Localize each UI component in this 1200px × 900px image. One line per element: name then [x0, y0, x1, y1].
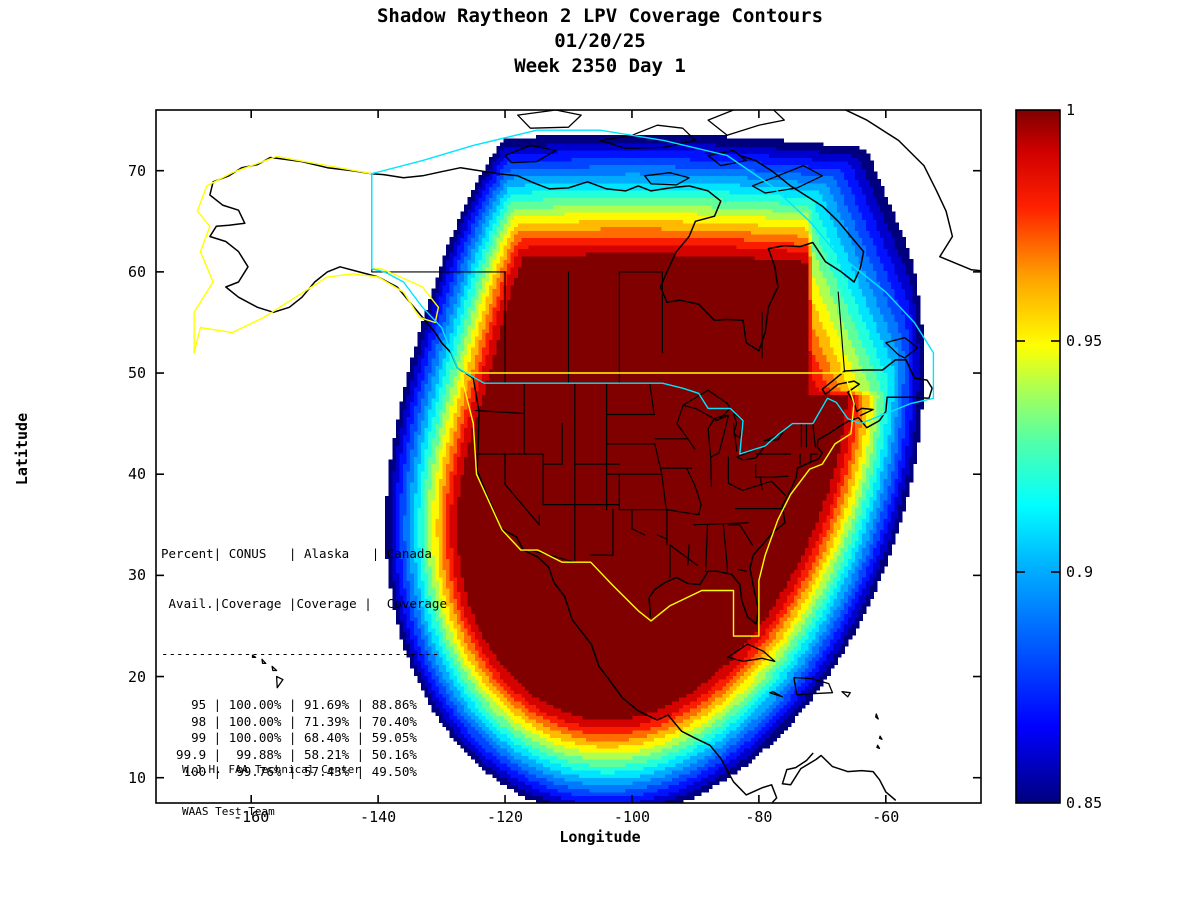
credit-line-1: W.J.H. FAA Technical Center — [182, 763, 361, 777]
y-axis-label: Latitude — [13, 389, 31, 509]
table-row: 100 | 99.76% | 57.43% | 49.50% — [161, 764, 447, 781]
x-tick-label: -120 — [487, 808, 523, 826]
title-line-2: 01/20/25 — [0, 29, 1200, 54]
colorbar-tick-label: 0.95 — [1066, 332, 1102, 350]
table-row: 95 | 100.00% | 91.69% | 88.86% — [161, 697, 447, 714]
x-axis-label: Longitude — [0, 828, 1200, 846]
y-tick-label: 70 — [94, 162, 146, 180]
credit-line-2: WAAS Test Team — [182, 805, 361, 819]
contour-bands — [385, 135, 925, 803]
colorbar-tick-label: 1 — [1066, 101, 1075, 119]
service-volume-polygons — [193, 129, 935, 637]
table-header-row-1: Percent| CONUS | Alaska | Canada — [161, 546, 447, 563]
x-tick-label: -140 — [360, 808, 396, 826]
y-tick-label: 20 — [94, 668, 146, 686]
contour-field — [156, 110, 981, 803]
table-row: 99.9 | 99.88% | 58.21% | 50.16% — [161, 747, 447, 764]
title-line-3: Week 2350 Day 1 — [0, 54, 1200, 79]
axis-ticks — [156, 110, 981, 803]
y-tick-label: 50 — [94, 364, 146, 382]
x-tick-label: -60 — [872, 808, 899, 826]
table-separator: ------------------------------------- — [161, 646, 447, 663]
colorbar-frame — [1015, 109, 1061, 804]
colorbar-tick-label: 0.85 — [1066, 794, 1102, 812]
colorbar-ticks — [1016, 340, 1060, 573]
coverage-summary-table: Percent| CONUS | Alaska | Canada Avail.|… — [161, 512, 447, 814]
table-row: 99 | 100.00% | 68.40% | 59.05% — [161, 730, 447, 747]
y-tick-label: 60 — [94, 263, 146, 281]
y-tick-label: 10 — [94, 769, 146, 787]
y-tick-label: 30 — [94, 566, 146, 584]
y-tick-label: 40 — [94, 465, 146, 483]
plot-frame — [155, 109, 982, 804]
x-tick-label: -160 — [233, 808, 269, 826]
figure-title: Shadow Raytheon 2 LPV Coverage Contours … — [0, 4, 1200, 79]
credit-block: W.J.H. FAA Technical Center WAAS Test Te… — [182, 735, 361, 847]
table-row: 98 | 100.00% | 71.39% | 70.40% — [161, 714, 447, 731]
x-tick-label: -100 — [614, 808, 650, 826]
title-line-1: Shadow Raytheon 2 LPV Coverage Contours — [0, 4, 1200, 29]
x-tick-label: -80 — [745, 808, 772, 826]
colorbar-gradient — [1016, 110, 1060, 803]
table-header-row-2: Avail.|Coverage |Coverage | Coverage — [161, 596, 447, 613]
colorbar-tick-label: 0.9 — [1066, 563, 1093, 581]
